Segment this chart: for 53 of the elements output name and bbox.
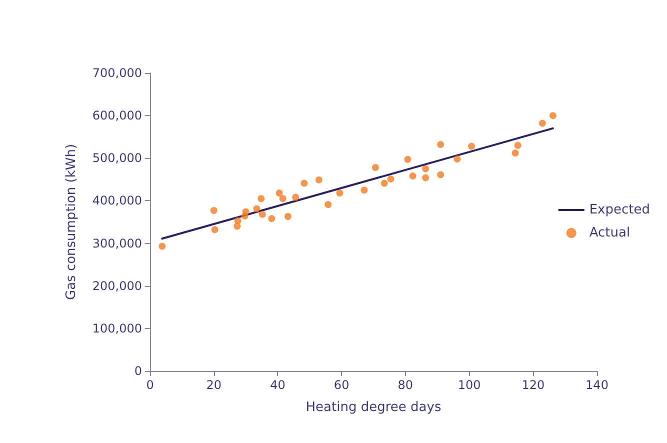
y-tick-label: 300,000	[92, 236, 142, 250]
y-tick-label: 700,000	[92, 66, 142, 80]
x-tick-label: 60	[334, 378, 350, 392]
y-tick-label: 500,000	[92, 151, 142, 166]
point	[268, 215, 276, 222]
point	[253, 205, 260, 212]
y-axis-title: Gas consumption (kWh)	[64, 144, 79, 300]
point	[387, 176, 394, 182]
y-tick-label: 200,000	[92, 278, 142, 293]
legend-label: Expected	[589, 202, 650, 218]
x-axis-title: Heating degree days	[306, 400, 442, 415]
point	[158, 242, 166, 250]
point	[279, 195, 286, 202]
x-tick-label: 120	[522, 378, 545, 392]
point	[404, 156, 412, 163]
point	[512, 150, 519, 157]
point	[336, 190, 344, 197]
point	[324, 201, 332, 208]
point	[242, 208, 250, 216]
point	[437, 141, 444, 148]
point	[360, 186, 368, 194]
x-tick-label: 140	[586, 378, 608, 392]
y-tick-label: 100,000	[92, 321, 142, 336]
point	[468, 142, 476, 150]
x-tick-label: 100	[458, 378, 481, 392]
x-tick-label: 20	[206, 378, 222, 392]
point	[211, 226, 218, 234]
point	[300, 180, 308, 187]
point	[538, 120, 546, 127]
point	[422, 174, 430, 182]
x-tick-label: 0	[146, 378, 154, 392]
point	[514, 142, 522, 149]
point	[210, 207, 218, 214]
point	[315, 176, 322, 184]
y-tick-label: 600,000	[92, 108, 142, 123]
point	[258, 210, 266, 218]
point	[276, 190, 283, 197]
x-tick-label: 40	[270, 378, 286, 392]
y-tick-label: 400,000	[92, 194, 142, 208]
x-tick-label: 80	[398, 378, 414, 392]
point	[409, 172, 416, 180]
point	[454, 155, 461, 162]
point	[234, 217, 242, 224]
point	[292, 194, 300, 201]
point	[437, 171, 444, 178]
point	[422, 165, 430, 172]
point	[549, 112, 556, 120]
point	[284, 212, 292, 220]
point	[258, 195, 265, 202]
point	[372, 164, 379, 172]
legend-label: Actual	[589, 226, 630, 240]
y-tick-label: 0	[134, 364, 142, 378]
point	[380, 180, 388, 187]
